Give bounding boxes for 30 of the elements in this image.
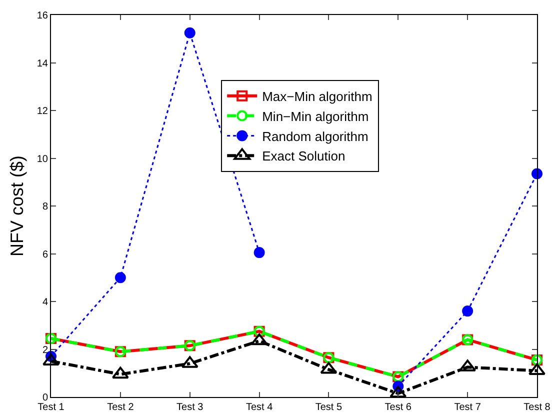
x-tick-label: Test 3 [176,402,204,413]
legend-label: Max−Min algorithm [262,88,372,104]
point [250,333,268,346]
legend-label: Min−Min algorithm [262,108,369,124]
y-tick-label: 10 [36,154,48,165]
legend-label: Random algorithm [262,128,368,144]
x-tick-label: Test 1 [38,402,65,413]
y-tick-label: 8 [42,202,48,212]
point [114,272,126,284]
y-tick-label: 4 [42,297,48,308]
x-tick-label: Test 8 [524,402,551,413]
x-tick-label: Test 6 [384,402,412,413]
point [462,306,474,317]
y-tick-label: 2 [42,344,48,356]
y-axis-title: NFV cost ($) [7,155,28,257]
y-tick-label: 12 [36,106,48,117]
point [254,247,265,258]
x-tick-label: Test 4 [246,402,274,413]
x-tick-label: Test 5 [315,402,342,413]
y-tick-label: 16 [36,10,48,22]
y-tick-label: 6 [42,249,48,260]
x-tick-label: Test 7 [454,402,482,413]
point [390,386,407,398]
point [532,168,542,180]
y-tick-label: 0 [42,392,48,404]
point [184,27,196,38]
x-tick-label: Test 2 [107,402,134,413]
point [112,366,129,379]
y-tick-label: 14 [36,58,48,70]
legend-label: Exact Solution [262,148,346,164]
